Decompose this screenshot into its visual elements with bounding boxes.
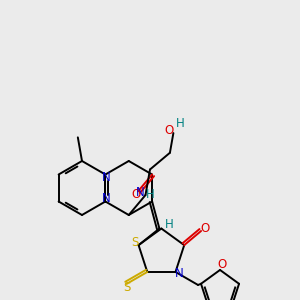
Text: H: H bbox=[146, 188, 155, 201]
Text: O: O bbox=[131, 188, 141, 201]
Text: S: S bbox=[123, 281, 130, 295]
Text: N: N bbox=[102, 171, 111, 184]
Text: N: N bbox=[136, 186, 145, 199]
Text: O: O bbox=[200, 223, 210, 236]
Text: N: N bbox=[175, 268, 184, 281]
Text: O: O bbox=[218, 259, 226, 272]
Text: H: H bbox=[176, 117, 185, 130]
Text: N: N bbox=[102, 192, 111, 205]
Text: S: S bbox=[131, 236, 138, 249]
Text: H: H bbox=[165, 218, 174, 231]
Text: O: O bbox=[165, 124, 174, 136]
